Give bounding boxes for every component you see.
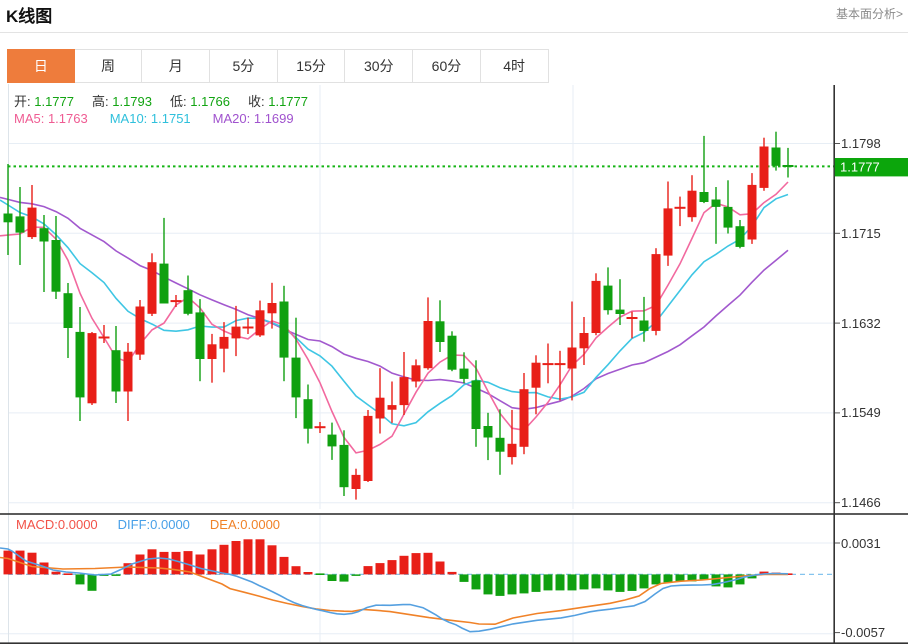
svg-text:1.1777: 1.1777 [840,160,880,175]
